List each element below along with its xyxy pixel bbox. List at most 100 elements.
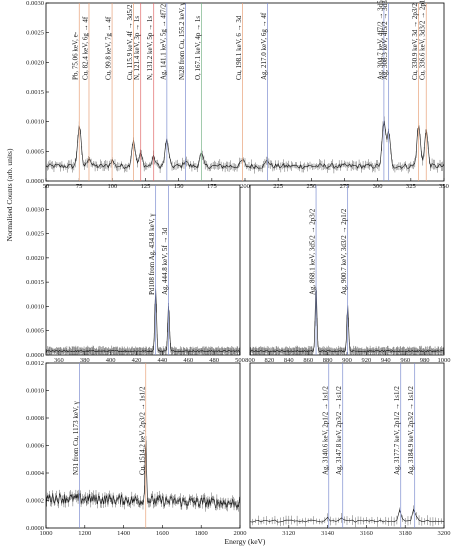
x-axis-label: Energy (keV)	[225, 537, 266, 546]
bottom-1-x-tick-label: 3200	[438, 530, 451, 537]
middle-0-x-tick-label: 420	[132, 357, 142, 364]
top-x-tick-label: 325	[406, 183, 416, 190]
middle-left-frame	[45, 184, 241, 356]
top-annotation: Cu, 336.6 keV, 3d3/2 → 2p1/2	[419, 0, 427, 80]
middle-1-x-tick-label: 840	[284, 357, 294, 364]
top-annotation: O, 167.1 keV, 4p → 1s	[194, 16, 202, 80]
top-x-tick-label: 125	[141, 183, 151, 190]
top-x-tick-label: 150	[174, 183, 184, 190]
top-panel: 50 75 100 125 150 175 200 225 250 275 300 325 3500.0…	[26, 0, 449, 190]
middle-0-x-tick-label: 500	[235, 357, 245, 364]
top-annotation: Ni28 from Cu, 155.2 keV, γ	[178, 2, 186, 80]
middle-1-x-tick-label: 860	[303, 357, 313, 364]
top-y-tick-label: 0.0020	[26, 59, 44, 66]
top-y-tick-label: 0.0030	[26, 0, 44, 7]
bottom-0-x-tick-label: 2000	[234, 530, 247, 537]
bottom-0-x-tick-label: 1200	[78, 530, 91, 537]
top-annotation: N, 131.2 keV, 5p → 1s	[146, 16, 154, 80]
middle-1-x-tick-label: 980	[420, 357, 430, 364]
middle-1-x-tick-label: 880	[323, 357, 333, 364]
top-annotation: Ag, 304.7 keV, 4f7/2 → 3d5/2	[376, 0, 384, 80]
middle-1-x-tick-label: 800	[245, 357, 255, 364]
bottom-1-x-tick-label: 3180	[399, 530, 412, 537]
middle-0-x-tick-label: 360	[54, 357, 64, 364]
middle-annotation: Ag, 900.7 keV, 3d3/2 → 2p1/2	[340, 208, 348, 295]
bottom-annotation: N31 from Cu, 1173 keV, γ	[72, 401, 80, 475]
middle-panel-plot: 360 380 400 420 440 460 480 500 0.0000 0.0005 0.00…	[26, 185, 451, 364]
bottom-0-x-tick-label: 1400	[117, 530, 130, 537]
top-annotation: Ag, 141.1 keV, 5g → 4f7/2	[159, 3, 167, 80]
middle-0-y-tick-label: 0.0030	[26, 206, 44, 213]
middle-0-y-tick-label: 0.0020	[26, 255, 44, 262]
top-x-tick-label: 175	[207, 183, 217, 190]
top-x-tick-label: 300	[373, 183, 383, 190]
middle-1-x-tick-label: 940	[381, 357, 391, 364]
middle-0-series-line	[45, 288, 241, 353]
bottom-0-y-tick-label: 0.0004	[26, 470, 45, 477]
top-y-tick-label: 0.0005	[26, 148, 44, 155]
top-x-tick-label: 275	[340, 183, 350, 190]
middle-0-x-tick-label: 380	[80, 357, 90, 364]
middle-0-y-tick-label: 0.0000	[26, 352, 44, 359]
top-annotation: Cu, 198.1 keV, 6 → 3d	[235, 15, 243, 80]
top-x-tick-label: 75	[76, 183, 83, 190]
middle-0-y-tick-label: 0.0005	[26, 328, 44, 335]
bottom-0-x-tick-label: 1000	[40, 530, 53, 537]
middle-0-x-tick-label: 480	[209, 357, 219, 364]
middle-0-x-tick-label: 440	[158, 357, 168, 364]
top-annotation: Cu, 99.8 keV, 7g → 4f	[105, 16, 113, 80]
top-x-tick-label: 250	[306, 183, 316, 190]
bottom-annotation: Ag, 3177.7 keV, 2p1/2 → 1s1/2	[393, 386, 401, 475]
bottom-0-x-tick-label: 1600	[156, 530, 169, 537]
top-annotation: Pb, 75.06 keV, e-	[72, 31, 80, 80]
middle-panel: 360 380 400 420 440 460 480 500 0.0000 0.0005 0.00…	[26, 184, 451, 364]
middle-1-x-tick-label: 960	[400, 357, 410, 364]
middle-1-series-line	[249, 290, 445, 353]
bottom-1-x-tick-label: 3140	[321, 530, 334, 537]
bottom-0-y-tick-label: 0.0008	[26, 415, 44, 422]
bottom-panel: 1000 1200 1400 1600 1800 2000 0.0000 0.0002 0.00…	[26, 360, 450, 537]
bottom-0-series-line	[45, 440, 241, 509]
top-annotation: Cu, 115.9 keV, 4f → 3d5/2	[126, 4, 134, 80]
bottom-0-x-tick-label: 1800	[195, 530, 208, 537]
middle-annotation: Pd108 from Ag, 434.8 keV, γ	[148, 213, 156, 295]
y-axis-label: Normalised Counts (arb. units)	[5, 148, 14, 241]
middle-0-y-tick-label: 0.0015	[26, 279, 44, 286]
top-annotation: Ag, 217.0 keV, 6g → 4f	[260, 12, 268, 80]
top-y-tick-label: 0.0025	[26, 30, 44, 37]
middle-0-x-tick-label: 400	[106, 357, 116, 364]
bottom-panel-plot: 1000 1200 1400 1600 1800 2000 0.0000 0.0002 0.00…	[26, 360, 450, 537]
top-y-tick-label: 0.0010	[26, 119, 44, 126]
bottom-0-y-tick-label: 0.0010	[26, 388, 44, 395]
top-panel-plot: 50 75 100 125 150 175 200 225 250 275 300 325 3500.0…	[26, 0, 449, 190]
bottom-1-x-tick-label: 3160	[360, 530, 373, 537]
top-annotation: N, 121.4 keV, 3p → 1s	[133, 16, 141, 80]
bottom-annotation: Ag, 3147.8 keV, 2p3/2 → 1s1/2	[335, 386, 343, 475]
top-y-tick-label: 0.0000	[26, 178, 44, 185]
bottom-annotation: Ag, 3140.6 keV, 2p1/2 → 1s1/2	[321, 386, 329, 475]
bottom-0-y-tick-label: 0.0006	[26, 443, 45, 450]
top-annotation: Cu, 330.9 keV, 3d → 2p3/2	[411, 3, 419, 80]
top-annotation: Ag, 308.3 keV, 4f5/2 → 3d3/2	[381, 0, 389, 80]
bottom-right-frame	[249, 362, 445, 529]
bottom-1-x-tick-label: 3120	[282, 530, 295, 537]
top-x-tick-label: 200	[240, 183, 250, 190]
top-annotation: Cu, 82.4 keV, 6g → 4f	[82, 16, 90, 80]
middle-1-x-tick-label: 820	[265, 357, 275, 364]
top-x-tick-label: 100	[107, 183, 117, 190]
top-x-tick-label: 225	[273, 183, 283, 190]
bottom-0-y-tick-label: 0.0002	[26, 498, 44, 505]
middle-annotation: Ag, 868.1 keV, 3d5/2 → 2p3/2	[309, 208, 317, 295]
bottom-0-y-tick-label: 0.0012	[26, 360, 44, 367]
middle-0-y-tick-label: 0.0025	[26, 231, 44, 238]
middle-0-y-tick-label: 0.0010	[26, 303, 44, 310]
bottom-annotation: Ag, 3184.9 keV, 2p3/2 → 1s1/2	[407, 386, 415, 475]
middle-0-x-tick-label: 460	[183, 357, 193, 364]
middle-1-x-tick-label: 920	[362, 357, 372, 364]
middle-annotation: Ag, 444.8 keV, 5f → 3d	[161, 227, 169, 295]
middle-1-x-tick-label: 900	[342, 357, 352, 364]
bottom-1-series-line	[249, 508, 445, 523]
bottom-0-y-tick-label: 0.0000	[26, 525, 44, 532]
bottom-annotation: Cu, 1514.2 keV, 2p3/2 → 1s1/2	[138, 386, 146, 475]
